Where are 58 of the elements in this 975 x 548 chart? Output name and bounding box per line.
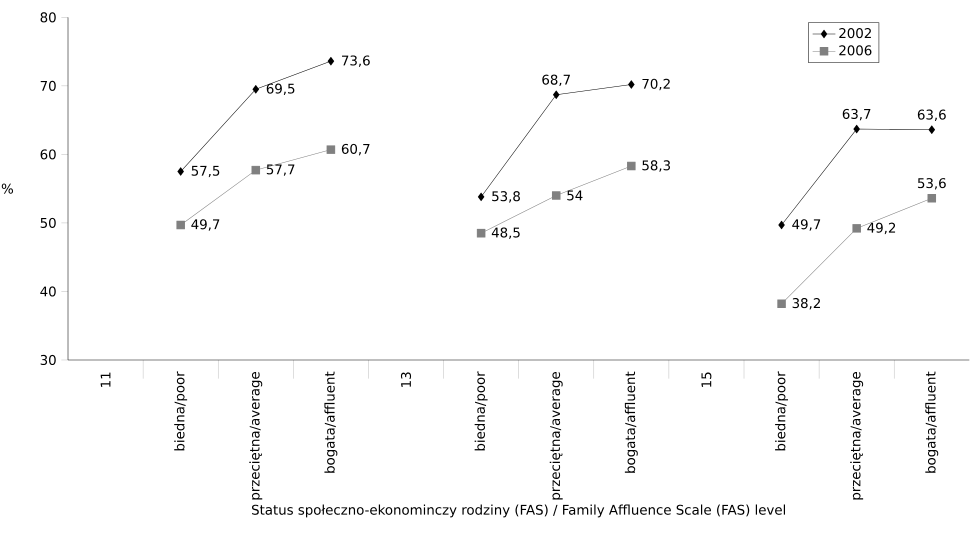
point (478, 192, 484, 202)
point (476, 228, 486, 238)
point (777, 300, 786, 308)
data-label: 70,2 (642, 78, 670, 90)
data-label: 60,7 (342, 144, 370, 156)
x-tick-label: bogata/affluent (624, 372, 638, 473)
y-tick-label: 70 (40, 80, 56, 91)
y-axis-title: % (2, 184, 13, 194)
x-tick-label: bogata/affluent (324, 372, 338, 473)
x-tick-label: przeciętna/average (249, 372, 262, 500)
x-axis-title: Status społeczno-ekonominczy rodziny (FAS) / Family Affluence Scale (FAS) level (252, 504, 786, 518)
data-label: 63,6 (918, 110, 946, 122)
x-tick-label: 15 (701, 372, 712, 387)
data-label: 49,2 (867, 222, 896, 234)
data-label: 38,2 (792, 298, 820, 310)
point (928, 194, 936, 203)
data-label: 58,3 (642, 160, 670, 172)
point (252, 166, 260, 174)
data-label: 73,6 (342, 55, 370, 67)
x-tick-label: biedna/poor (775, 371, 788, 450)
y-tick-label: 40 (40, 286, 56, 296)
point (778, 220, 785, 230)
x-tick-label: przeciętna/average (550, 372, 563, 500)
y-tick-label: 60 (40, 149, 56, 160)
point (853, 124, 860, 134)
x-tick-label: przeciętna/average (850, 372, 864, 500)
x-tick-label: bogata/affluent (925, 372, 938, 473)
legend-label: 2002 (839, 28, 871, 38)
data-label: 49,7 (191, 219, 220, 231)
point (176, 220, 185, 230)
x-tick-label: biedna/poor (474, 371, 488, 450)
data-label: 57,5 (192, 166, 220, 178)
data-label: 57,7 (266, 164, 294, 176)
data-label: 63,7 (842, 108, 870, 120)
point (326, 145, 336, 154)
data-label: 48,5 (492, 227, 520, 239)
point (252, 85, 260, 94)
y-tick-label: 80 (40, 12, 56, 22)
point (852, 224, 861, 233)
point (328, 56, 334, 66)
point (628, 80, 635, 89)
data-label: 53,8 (492, 191, 520, 203)
y-tick-label: 30 (40, 354, 56, 366)
data-label: 69,5 (266, 84, 294, 96)
point (552, 191, 560, 200)
point (177, 167, 184, 176)
point (552, 90, 560, 100)
data-label: 54 (567, 190, 582, 200)
data-label: 53,6 (918, 178, 946, 190)
x-tick-label: 13 (400, 372, 412, 387)
data-label: 68,7 (542, 74, 570, 86)
point (627, 162, 636, 170)
point (928, 125, 936, 134)
x-tick-label: biedna/poor (174, 371, 188, 450)
data-label: 49,7 (792, 219, 820, 231)
y-tick-label: 50 (40, 218, 56, 228)
x-tick-label: 11 (100, 372, 110, 387)
legend-label: 2006 (839, 45, 872, 56)
